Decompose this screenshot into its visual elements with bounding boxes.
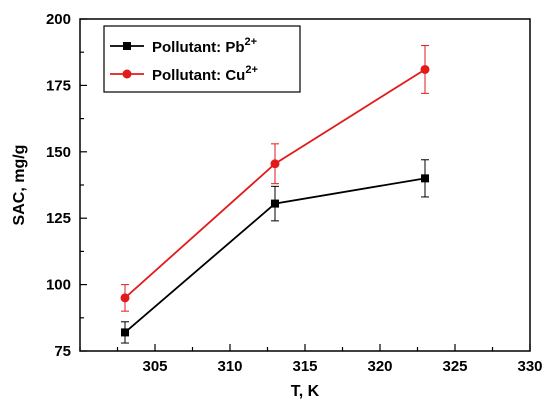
legend-marker — [122, 69, 132, 79]
data-point — [270, 159, 280, 169]
x-tick-label: 325 — [442, 358, 467, 375]
x-axis: 305 310 315 320 325 330 — [79, 344, 543, 375]
series-layer — [120, 45, 430, 344]
y-tick-label: 175 — [46, 77, 71, 94]
legend-label: Pollutant: Cu2+ — [152, 64, 258, 84]
x-tick-label: 310 — [217, 358, 242, 375]
y-axis-title: SAC, mg/g — [11, 145, 28, 226]
data-point — [421, 174, 429, 183]
y-tick-label: 200 — [46, 11, 71, 28]
x-tick-label: 330 — [517, 358, 542, 375]
legend: Pollutant: Pb2+ Pollutant: Cu2+ — [103, 25, 301, 93]
y-tick-label: 75 — [54, 343, 71, 360]
data-point — [120, 293, 130, 303]
x-tick-label: 305 — [142, 358, 167, 375]
y-tick-label: 100 — [46, 277, 71, 294]
legend-marker — [123, 42, 131, 50]
legend-label: Pollutant: Pb2+ — [152, 36, 257, 56]
data-point — [271, 199, 279, 208]
series-1 — [121, 159, 429, 344]
data-point — [121, 328, 129, 337]
x-tick-label: 315 — [292, 358, 317, 375]
y-axis: 75 100 125 150 175 200 — [46, 11, 87, 360]
series-2 — [120, 45, 430, 312]
y-tick-label: 150 — [46, 144, 71, 161]
data-point — [420, 64, 430, 74]
legend-box — [103, 25, 301, 93]
y-tick-label: 125 — [46, 210, 71, 227]
x-axis-title: T, K — [291, 383, 320, 400]
x-tick-label: 320 — [367, 358, 392, 375]
